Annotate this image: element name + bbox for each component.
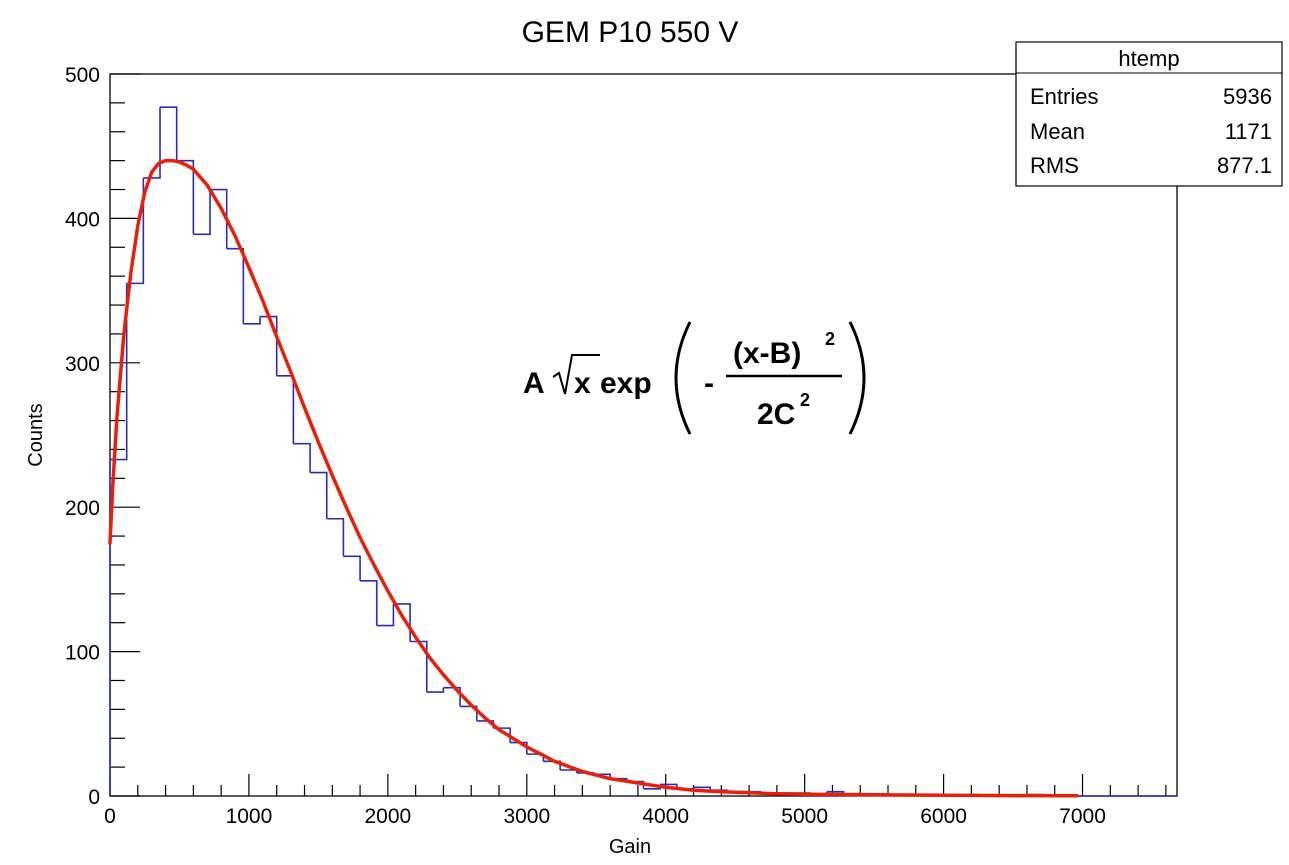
fit-curve-series [108,158,1079,798]
histogram-bin [693,786,711,791]
histogram-bin [176,159,195,235]
x-tick-label: 7000 [1059,805,1106,828]
sqrt-sign-icon [552,354,600,395]
x-tick-label: 2000 [365,805,412,828]
x-axis-label: Gain [609,836,651,858]
histogram-bin [376,603,395,627]
formula-numerator: (x-B) [733,337,801,370]
histogram-bin [443,686,461,707]
fit-formula: A x exp - (x-B) 2 2C 2 [523,321,866,435]
plot-area-border [109,73,1178,797]
right-paren-icon [848,321,866,435]
histogram-bin [543,760,561,771]
plot-frame [109,73,1178,797]
histogram-bin [560,769,578,773]
stats-value-rms: 877.1 [1217,153,1272,178]
stats-box-title: htemp [1118,46,1179,71]
formula-denominator-exponent: 2 [800,390,810,410]
y-axis: 0 100 200 300 400 500 [65,64,140,809]
histogram-bin [310,471,328,519]
histogram-bin [360,580,378,626]
histogram-bin [460,705,478,721]
x-tick-label: 3000 [503,805,550,828]
histogram-bin [193,189,211,236]
histogram-bin [226,247,245,324]
fit-curve [108,158,1079,798]
stats-box-frame [1015,41,1283,187]
formula-func: exp [600,367,652,400]
histogram-bin [276,374,295,444]
histogram-bin [126,177,145,285]
y-tick-label: 0 [88,786,100,809]
histogram-series [109,106,1177,797]
stats-label-entries: Entries [1030,84,1098,109]
y-tick-label: 100 [65,642,100,665]
y-tick-label: 300 [65,353,100,376]
chart-title: GEM P10 550 V [522,16,739,49]
formula-numerator-exponent: 2 [825,329,835,349]
stats-box: htemp Entries 5936 Mean 1171 RMS 877.1 [1015,41,1283,187]
histogram-bin [426,687,445,693]
histogram-bin [293,442,311,473]
x-tick-label: 5000 [781,805,828,828]
formula-minus: - [704,367,714,400]
histogram-bin [343,555,361,581]
y-tick-label: 200 [65,497,100,520]
formula-radicand: x [574,367,591,400]
histogram-bin [109,283,128,796]
left-paren-icon [674,321,692,435]
y-tick-label: 500 [65,64,100,87]
histogram-bin [243,316,261,325]
histogram-bin [260,315,278,376]
histogram-bin [160,106,178,161]
y-tick-label: 400 [65,208,100,231]
formula-coef: A [523,367,545,400]
formula-denominator: 2C [757,398,795,431]
x-tick-label: 0 [104,805,116,828]
stats-label-rms: RMS [1030,153,1079,178]
y-axis-label: Counts [25,403,47,466]
x-tick-label: 6000 [920,805,967,828]
stats-value-entries: 5936 [1223,84,1272,109]
stats-value-mean: 1171 [1225,119,1272,144]
histogram-bin [210,188,228,249]
stats-label-mean: Mean [1030,119,1085,144]
histogram-bin [510,741,528,755]
histogram-bin [326,517,345,557]
histogram-bin [410,640,428,693]
x-tick-label: 1000 [226,805,273,828]
x-tick-label: 4000 [642,805,689,828]
